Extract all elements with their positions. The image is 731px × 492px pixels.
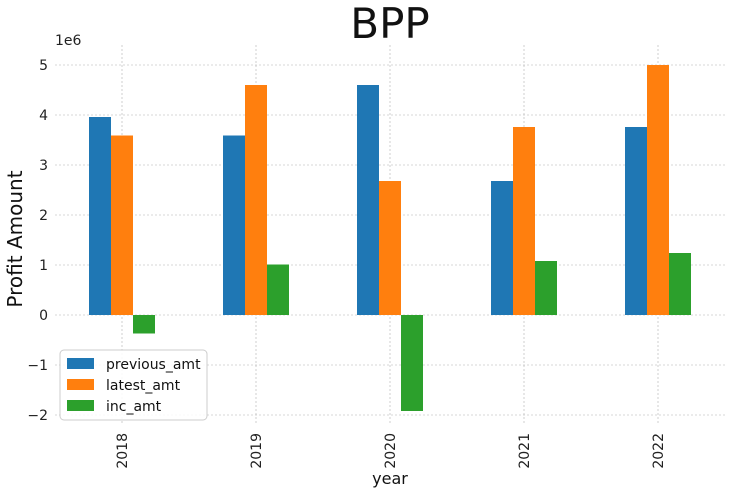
- bar-latest_amt-2019: [245, 85, 267, 315]
- bar-inc_amt-2022: [669, 253, 691, 315]
- bar-latest_amt-2022: [647, 65, 669, 315]
- bar-previous_amt-2021: [491, 181, 513, 315]
- bar-latest_amt-2018: [111, 135, 133, 315]
- bar-inc_amt-2019: [267, 264, 289, 315]
- y-axis-label: Profit Amount: [3, 170, 27, 307]
- x-tick-label: 2018: [115, 433, 131, 469]
- bars: [89, 65, 691, 411]
- x-tick-label: 2022: [651, 433, 667, 469]
- chart-title: BPP: [350, 0, 429, 48]
- y-tick-label: 5: [39, 58, 48, 74]
- y-tick-label: 0: [39, 308, 48, 324]
- legend-swatch-latest_amt: [67, 379, 94, 390]
- bar-previous_amt-2020: [357, 85, 379, 315]
- bar-previous_amt-2018: [89, 117, 111, 315]
- y-tick-label: 1: [39, 258, 48, 274]
- y-tick-label: −1: [27, 358, 48, 374]
- bar-inc_amt-2020: [401, 315, 423, 411]
- bar-inc_amt-2021: [535, 261, 557, 315]
- bar-inc_amt-2018: [133, 315, 155, 334]
- legend-swatch-previous_amt: [67, 358, 94, 369]
- x-axis-label: year: [372, 469, 408, 488]
- y-tick-label: 2: [39, 208, 48, 224]
- axes: −2 −1 0 1 2 3 4 5 2018 2019 2020 2021 2022: [27, 58, 667, 469]
- legend: previous_amt latest_amt inc_amt: [59, 349, 208, 421]
- bar-latest_amt-2020: [379, 181, 401, 315]
- x-tick-label: 2021: [517, 433, 533, 469]
- bar-previous_amt-2019: [223, 135, 245, 315]
- legend-label-inc_amt: inc_amt: [106, 399, 162, 415]
- legend-box: [59, 349, 208, 421]
- y-scale-label: 1e6: [55, 33, 82, 49]
- y-tick-label: 4: [39, 108, 48, 124]
- x-tick-label: 2020: [383, 433, 399, 469]
- y-tick-label: 3: [39, 158, 48, 174]
- bar-latest_amt-2021: [513, 127, 535, 315]
- x-tick-label: 2019: [249, 433, 265, 469]
- y-tick-label: −2: [27, 408, 48, 424]
- legend-label-latest_amt: latest_amt: [106, 378, 181, 394]
- legend-label-previous_amt: previous_amt: [106, 357, 201, 373]
- legend-swatch-inc_amt: [67, 400, 94, 411]
- bar-previous_amt-2022: [625, 127, 647, 315]
